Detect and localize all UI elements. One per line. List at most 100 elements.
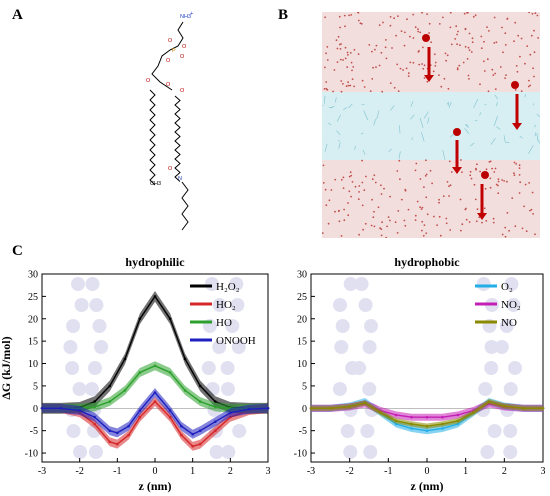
data-point — [522, 407, 525, 410]
data-point — [410, 415, 413, 419]
y-tick-label: 15 — [297, 337, 307, 348]
y-tick-label: 10 — [28, 359, 38, 370]
y-axis-label: ΔG (kJ/mol) — [0, 336, 13, 399]
legend-label: H₂O₂ — [216, 281, 240, 293]
x-tick-label: 2 — [502, 466, 507, 477]
x-tick-label: -1 — [384, 466, 392, 477]
data-point — [441, 427, 444, 430]
data-point — [138, 415, 142, 419]
y-tick-label: 25 — [297, 292, 307, 303]
y-tick-label: -10 — [294, 449, 307, 460]
data-point — [214, 405, 217, 409]
data-point — [191, 432, 194, 436]
arrowhead-1 — [424, 75, 434, 82]
data-point — [379, 411, 382, 415]
data-point — [168, 415, 172, 419]
chart-hydrophobic: -3 -2 -1 0 1 2 3-10-5051015202530hydrophobicz … — [294, 255, 546, 493]
data-point — [487, 400, 491, 403]
legend-label: O₂ — [501, 281, 513, 293]
x-axis-label: z (nm) — [139, 479, 172, 493]
data-point — [168, 409, 172, 412]
data-point — [229, 411, 232, 415]
data-point — [138, 409, 142, 412]
series-band — [42, 397, 268, 451]
data-point — [214, 429, 217, 432]
water-layer-top — [322, 12, 540, 92]
water-layer-bottom — [322, 160, 540, 238]
y-tick-label: 30 — [297, 270, 307, 281]
legend-label: NO — [501, 317, 517, 329]
data-point — [425, 429, 429, 432]
water-molecules — [322, 12, 539, 238]
data-point — [441, 415, 444, 419]
molecule-1 — [422, 34, 430, 42]
y-tick-label: 5 — [302, 381, 307, 392]
legend: O₂ NO₂ NO — [475, 281, 521, 329]
series-band — [42, 388, 268, 439]
series-1 — [40, 397, 270, 451]
y-tick-label: -5 — [30, 426, 38, 437]
data-point — [78, 409, 81, 412]
atom-label-o2: O — [182, 44, 187, 50]
y-tick-label: -10 — [25, 449, 38, 460]
data-point — [108, 400, 112, 403]
data-point — [198, 429, 202, 432]
membrane-layer — [322, 92, 540, 160]
atom-label-n: N — [178, 176, 182, 182]
x-axis-label: z (nm) — [411, 479, 444, 493]
chart-title: hydrophobic — [394, 255, 460, 269]
data-point — [93, 422, 96, 426]
data-point — [363, 401, 367, 405]
x-tick-label: 3 — [541, 466, 546, 477]
y-tick-label: 25 — [28, 292, 38, 303]
data-point — [93, 415, 96, 419]
data-point — [108, 429, 112, 432]
series-band — [311, 398, 543, 429]
y-tick-label: 0 — [33, 404, 38, 415]
x-tick-label: 1 — [190, 466, 195, 477]
data-point — [503, 404, 506, 408]
data-point — [541, 407, 545, 410]
data-point — [329, 407, 332, 410]
data-point — [183, 389, 187, 392]
data-point — [214, 420, 217, 423]
x-tick-label: -3 — [38, 466, 46, 477]
permeation-arrows — [424, 47, 522, 220]
data-point — [180, 424, 183, 428]
data-point — [183, 357, 187, 361]
chart-title: hydrophilic — [125, 255, 185, 269]
data-point — [456, 413, 460, 417]
atom-label-o5: O — [146, 78, 151, 84]
data-point — [123, 357, 127, 361]
molecule-2 — [511, 81, 519, 89]
atom-label-o3: O — [180, 54, 185, 60]
panel-label-c: C — [12, 243, 23, 259]
y-tick-label: 0 — [302, 404, 307, 415]
atom-label-o4: O — [166, 58, 171, 64]
data-point — [168, 371, 172, 374]
data-point — [198, 384, 202, 388]
data-point — [138, 317, 142, 321]
y-tick-label: 5 — [33, 381, 38, 392]
chart-hydrophilic: -3 -2 -1 0 1 2 3-10-5051015202530hydrophilicz … — [0, 255, 271, 493]
panel-label-a: A — [12, 7, 23, 23]
data-point — [40, 407, 44, 410]
data-point — [93, 400, 96, 403]
x-tick-label: -3 — [307, 466, 315, 477]
molecule-backbone — [149, 21, 189, 231]
data-point — [127, 424, 130, 428]
series-2 — [309, 398, 545, 429]
y-tick-label: -5 — [299, 426, 307, 437]
x-tick-label: 2 — [228, 466, 233, 477]
data-point — [153, 391, 157, 394]
x-tick-label: 0 — [425, 466, 430, 477]
data-point — [394, 419, 398, 423]
atom-label-o6: O — [166, 82, 171, 88]
molecule-3 — [453, 128, 461, 136]
atom-label-ch3: CH3 — [150, 181, 161, 187]
data-point — [247, 407, 251, 411]
legend: H₂O₂ HO₂ HO ONOOH — [190, 281, 256, 347]
data-point — [116, 431, 119, 435]
legend-label: NO₂ — [501, 299, 521, 311]
data-point — [410, 427, 413, 430]
